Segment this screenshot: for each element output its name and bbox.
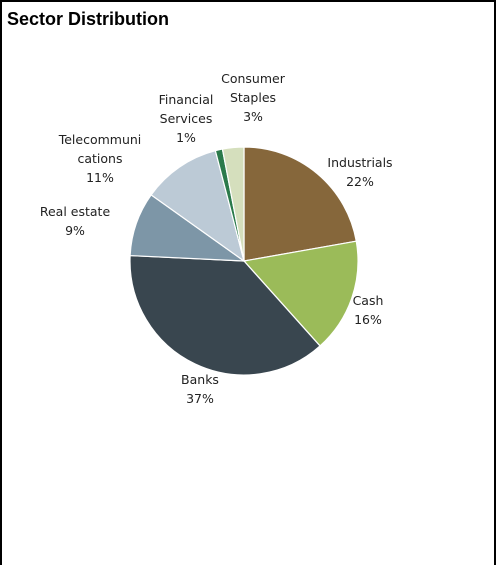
data-label-banks: Banks 37% — [181, 372, 219, 406]
pie-slice-industrials — [243, 146, 357, 262]
data-label-financial-services: Financial Services 1% — [159, 92, 214, 145]
chart-title: Sector Distribution — [7, 9, 170, 29]
pie-slice-banks — [129, 254, 321, 376]
pie-slice-cash — [242, 240, 359, 347]
data-label-industrials: Industrials 22% — [327, 155, 392, 189]
data-label-real-estate: Real estate 9% — [40, 204, 111, 238]
pie-slice-telecommunications — [150, 149, 245, 263]
data-label-consumer-staples: Consumer Staples 3% — [221, 71, 286, 124]
pie-slice-consumer-staples — [221, 146, 245, 262]
data-label-cash: Cash 16% — [353, 293, 384, 327]
data-label-telecommunications: Telecommuni cations 11% — [58, 132, 142, 185]
